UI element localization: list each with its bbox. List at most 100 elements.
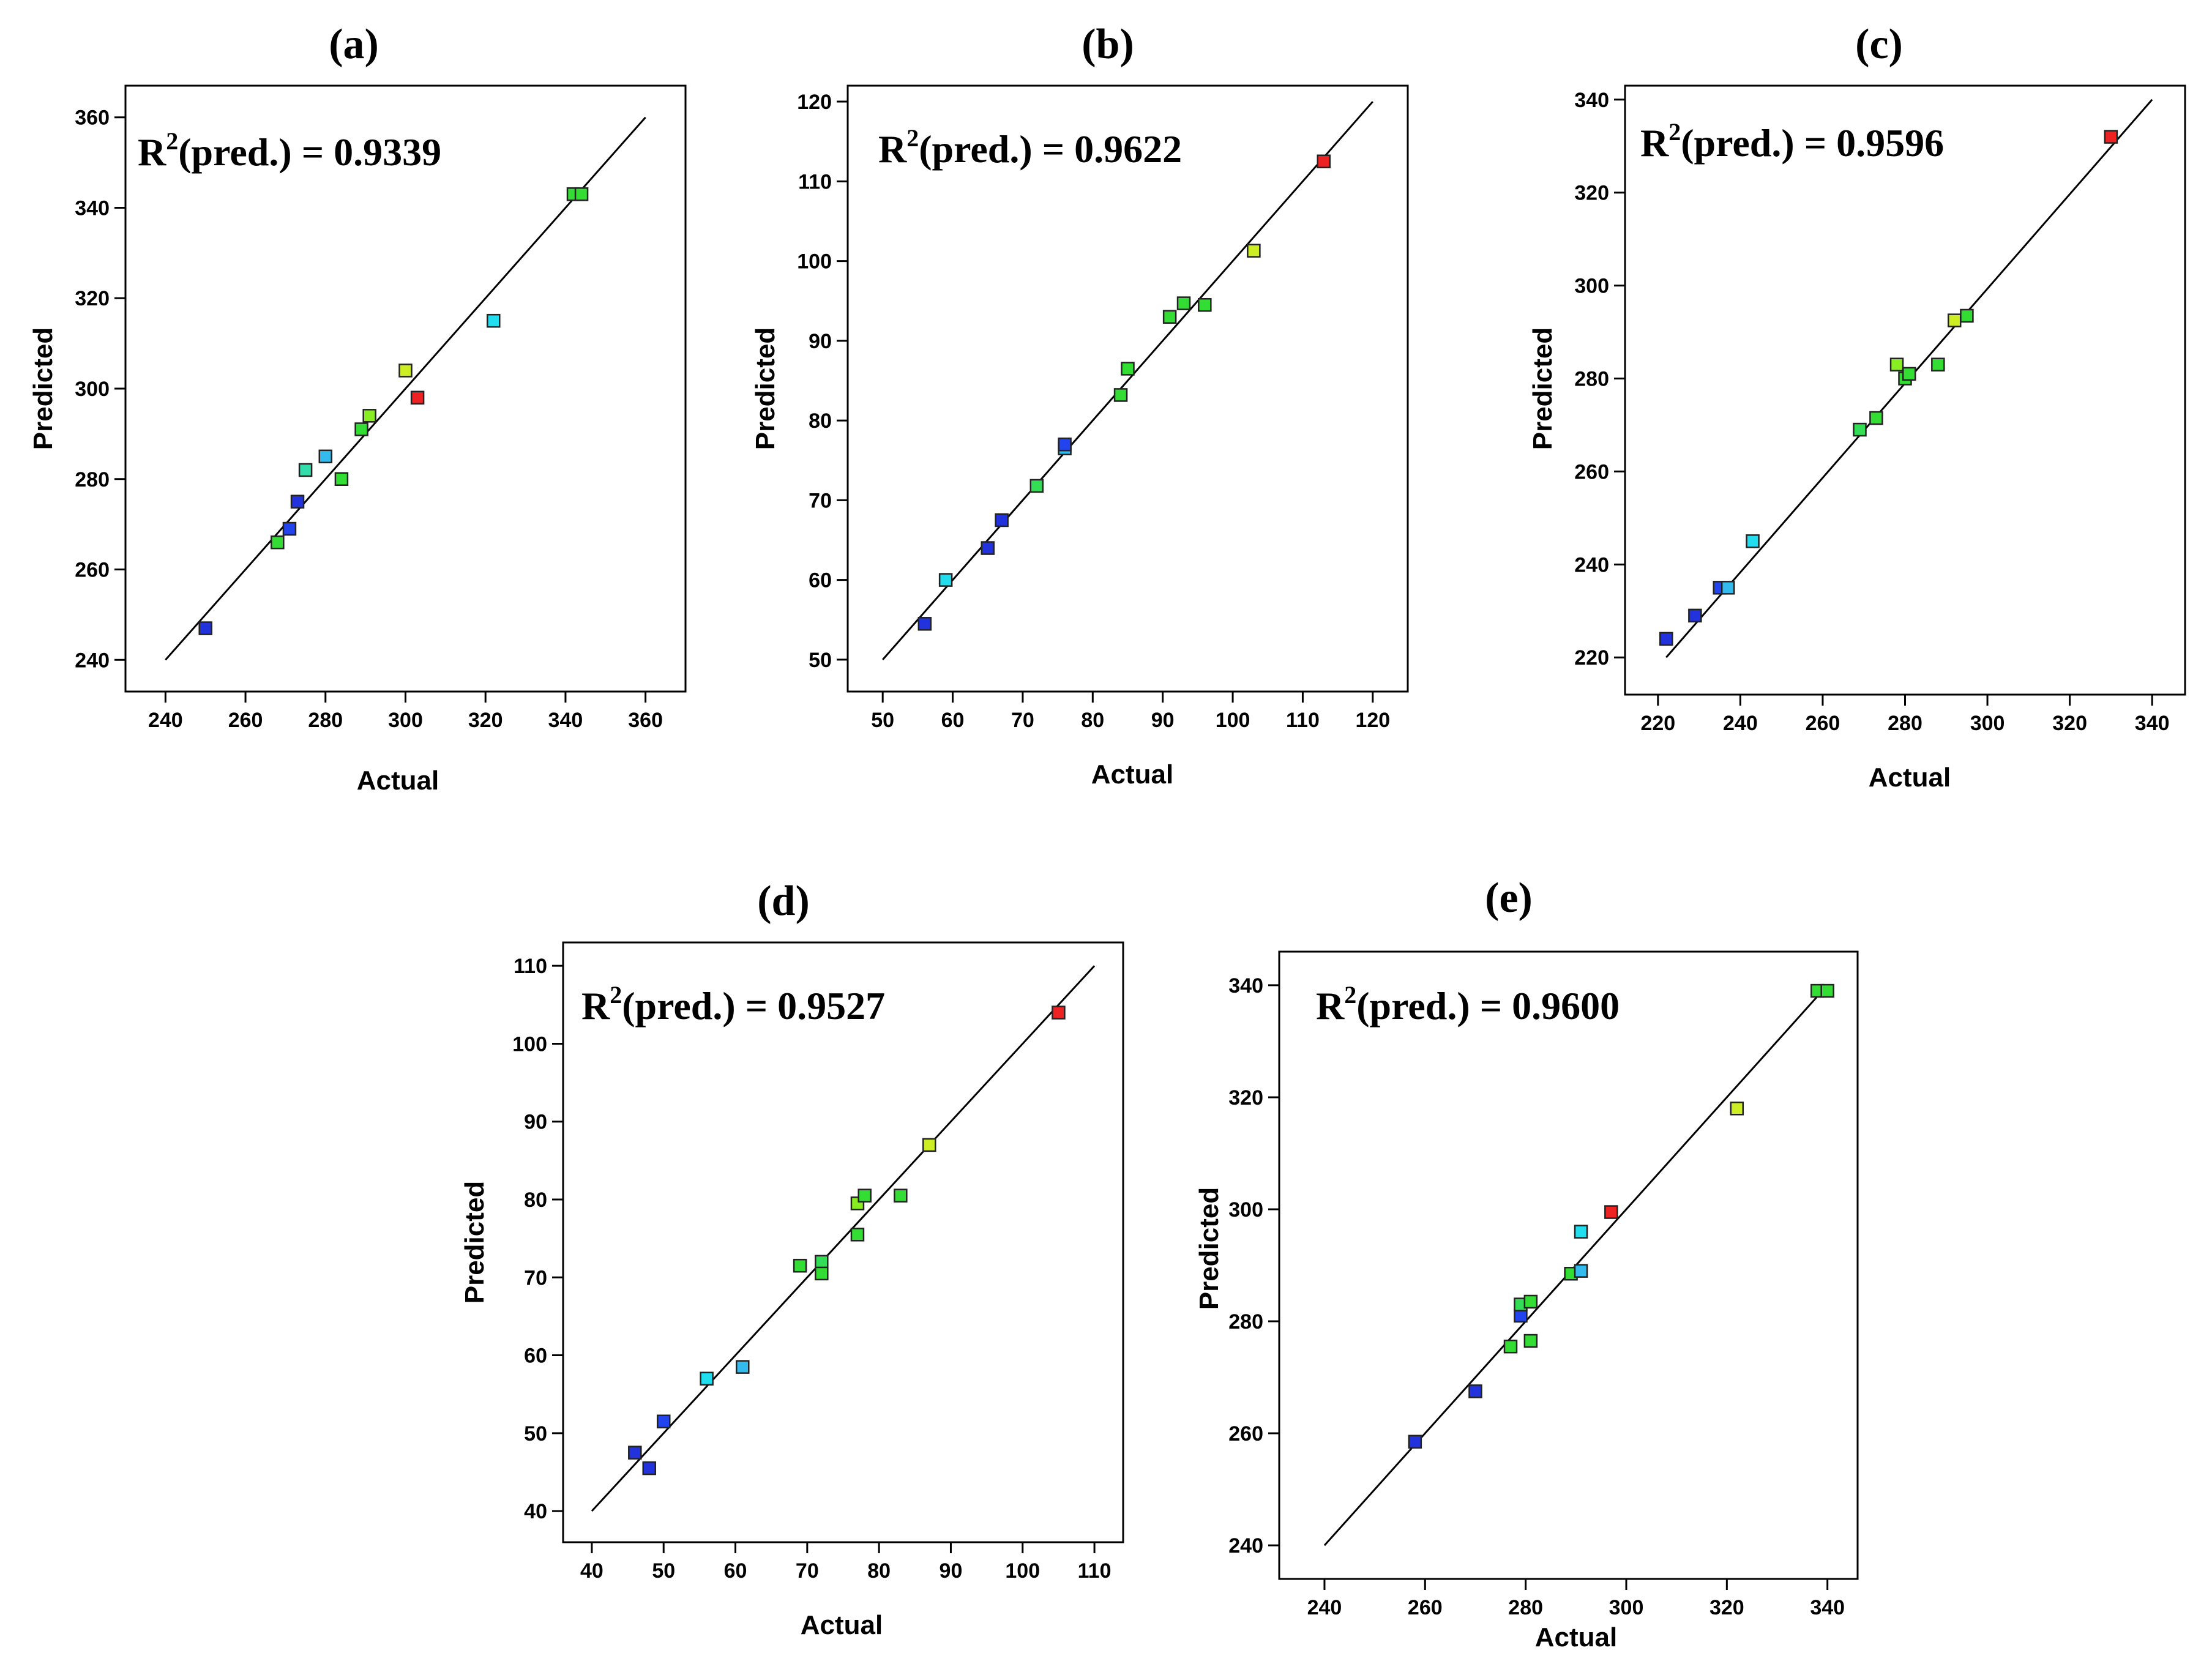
- x-tick-label: 240: [1723, 712, 1758, 735]
- x-tick-label: 70: [796, 1559, 819, 1583]
- y-axis-title: Predicted: [1194, 1187, 1224, 1310]
- data-point: [1960, 308, 1974, 323]
- panel-label: (b): [1082, 21, 1134, 68]
- data-point: [894, 1188, 908, 1203]
- x-tick-label: 50: [652, 1559, 675, 1583]
- plot-marks: 240 260 280 300 320 340 240 260 280 300 320 340: [1228, 974, 1845, 1619]
- fit-line: [591, 965, 1096, 1512]
- y-tick-label: 280: [75, 468, 110, 491]
- x-tick-label: 100: [1216, 709, 1250, 732]
- x-tick-label: 280: [1888, 712, 1922, 735]
- plot-marks: 50 60 70 80 90 100 110 120 50 60 70 80 90 100 110 120: [797, 91, 1390, 732]
- x-tick-label: 260: [1408, 1596, 1443, 1619]
- data-point: [736, 1360, 750, 1374]
- data-point: [981, 541, 995, 555]
- data-point: [1947, 313, 1962, 327]
- data-point: [850, 1228, 865, 1242]
- data-point: [1052, 1005, 1066, 1020]
- y-tick-label: 280: [1574, 368, 1609, 391]
- data-point: [628, 1446, 642, 1460]
- y-axis-title: Predicted: [28, 327, 58, 450]
- y-axis-title: Predicted: [1528, 327, 1558, 450]
- x-tick-label: 120: [1355, 709, 1390, 732]
- x-tick-label: 300: [388, 709, 423, 732]
- data-point: [995, 513, 1009, 528]
- plot-marks: 40 50 60 70 80 90 100 110 40 50 60 70 80 90 100 110: [512, 955, 1111, 1583]
- x-tick-label: 280: [1508, 1596, 1543, 1619]
- x-tick-label: 280: [308, 709, 343, 732]
- data-point: [574, 187, 589, 201]
- x-tick-label: 320: [2052, 712, 2087, 735]
- data-point: [1503, 1339, 1518, 1354]
- data-point: [938, 573, 953, 587]
- plot-frame: [846, 84, 1409, 693]
- x-axis-title: Actual: [1869, 763, 1951, 793]
- data-point: [1317, 154, 1331, 168]
- x-tick-label: 240: [148, 709, 183, 732]
- y-tick-label: 70: [524, 1266, 547, 1289]
- x-tick-label: 40: [580, 1559, 603, 1583]
- y-tick-label: 90: [809, 330, 832, 353]
- panel-label: (c): [1855, 21, 1903, 68]
- panel-d: (d) R2(pred.) = 0.9527 Actual Predicted …: [460, 878, 1124, 1640]
- y-tick-label: 100: [512, 1032, 547, 1056]
- y-tick-label: 100: [797, 250, 832, 274]
- data-point: [815, 1266, 829, 1281]
- data-point: [198, 621, 212, 635]
- y-tick-label: 110: [514, 955, 547, 978]
- data-point: [1902, 367, 1916, 381]
- data-point: [1853, 422, 1867, 437]
- plot-marks: 220 240 260 280 300 320 340 220 240 260 280 300 320 3…: [1574, 89, 2169, 735]
- x-tick-label: 50: [871, 709, 894, 732]
- data-point: [318, 449, 333, 464]
- data-point: [290, 494, 305, 509]
- panel-b: (b) R2(pred.) = 0.9622 Actual Predicted …: [750, 21, 1409, 789]
- x-tick-label: 320: [468, 709, 503, 732]
- data-point: [362, 409, 376, 423]
- x-tick-label: 260: [1806, 712, 1840, 735]
- data-point: [917, 617, 932, 631]
- data-point: [1408, 1435, 1422, 1449]
- data-point: [334, 472, 349, 487]
- y-tick-label: 40: [524, 1500, 547, 1523]
- data-point: [282, 521, 297, 536]
- plot-frame: [562, 941, 1124, 1543]
- data-point: [1523, 1294, 1538, 1309]
- data-point: [1523, 1334, 1538, 1348]
- data-point: [1029, 479, 1044, 493]
- y-tick-label: 80: [809, 409, 832, 433]
- x-tick-label: 60: [941, 709, 965, 732]
- y-tick-label: 240: [75, 649, 110, 672]
- x-tick-label: 360: [628, 709, 663, 732]
- y-tick-label: 340: [1574, 89, 1609, 112]
- data-point: [1574, 1225, 1588, 1239]
- fit-line: [165, 116, 646, 661]
- y-tick-label: 90: [524, 1111, 547, 1134]
- x-axis-title: Actual: [801, 1610, 883, 1640]
- data-point: [656, 1414, 671, 1428]
- y-tick-label: 240: [1228, 1534, 1263, 1558]
- fit-line: [882, 101, 1373, 660]
- data-point: [700, 1371, 714, 1386]
- y-tick-label: 320: [1228, 1086, 1263, 1110]
- data-point: [2104, 130, 2118, 144]
- data-point: [1121, 362, 1135, 376]
- x-tick-label: 80: [1081, 709, 1104, 732]
- plot-frame: [1278, 950, 1859, 1580]
- r2-annotation: R2(pred.) = 0.9339: [138, 127, 441, 174]
- y-tick-label: 60: [524, 1345, 547, 1368]
- y-tick-label: 340: [75, 196, 110, 220]
- y-tick-label: 80: [524, 1188, 547, 1212]
- y-tick-label: 300: [1574, 275, 1609, 298]
- r2-annotation: R2(pred.) = 0.9622: [878, 124, 1182, 171]
- data-point: [1746, 534, 1760, 548]
- data-point: [1468, 1384, 1482, 1398]
- y-tick-label: 320: [75, 287, 110, 310]
- x-tick-label: 110: [1078, 1559, 1112, 1583]
- data-point: [1514, 1308, 1528, 1323]
- y-tick-label: 70: [809, 489, 832, 512]
- r2-annotation: R2(pred.) = 0.9596: [1640, 118, 1944, 165]
- y-tick-label: 220: [1574, 646, 1609, 670]
- y-tick-label: 260: [75, 559, 110, 582]
